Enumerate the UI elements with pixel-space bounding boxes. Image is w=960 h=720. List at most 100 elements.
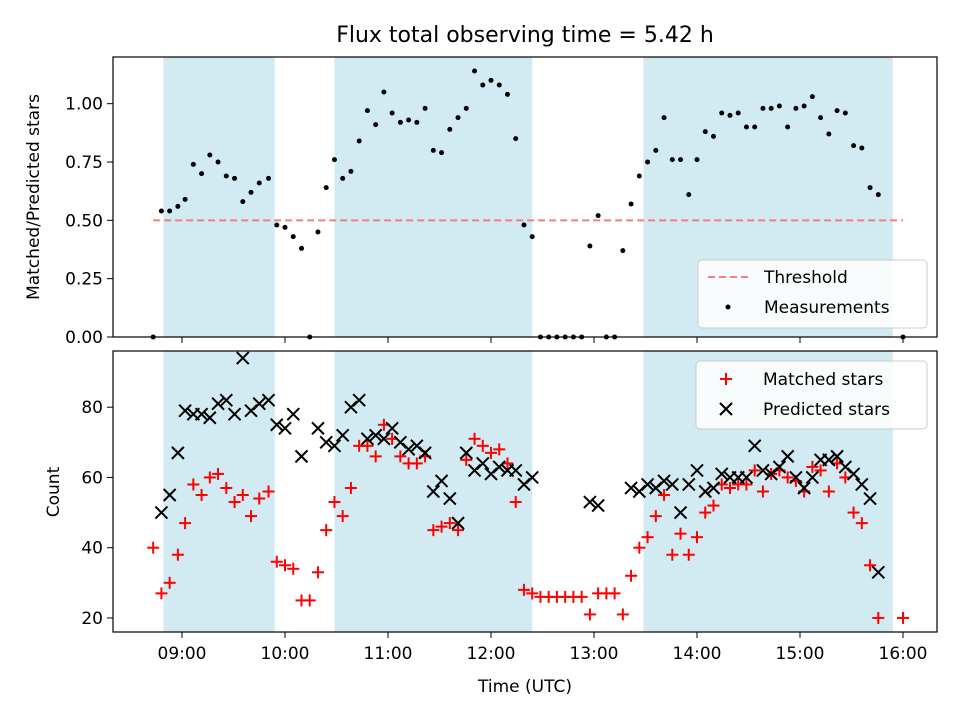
measurement-point bbox=[298, 245, 304, 251]
matched-star-point bbox=[220, 481, 233, 494]
measurement-point bbox=[851, 143, 857, 149]
predicted-star-point bbox=[583, 495, 597, 509]
predicted-star-point bbox=[377, 432, 391, 446]
matched-star-point bbox=[253, 492, 266, 505]
predicted-star-point bbox=[591, 498, 605, 513]
predicted-star-point bbox=[756, 463, 770, 478]
predicted-star-mark-b bbox=[286, 407, 300, 421]
predicted-star-mark-b bbox=[294, 449, 309, 464]
matched-star-point bbox=[155, 587, 168, 600]
measurement-point bbox=[266, 175, 272, 181]
matched-star-point bbox=[740, 478, 753, 491]
predicted-legend-label: Predicted stars bbox=[763, 400, 890, 420]
predicted-star-mark-b bbox=[739, 470, 754, 485]
predicted-star-mark-b bbox=[838, 460, 853, 474]
measurement-point bbox=[348, 168, 354, 174]
matched-star-point bbox=[485, 446, 498, 459]
predicted-star-mark-b bbox=[385, 421, 399, 435]
measurement-point bbox=[414, 119, 420, 125]
bottom-y-axis: 20 40 60 80 bbox=[81, 398, 113, 629]
matched-star-point bbox=[410, 457, 423, 470]
matched-star-point bbox=[814, 464, 827, 477]
measurements-series bbox=[150, 68, 906, 340]
measurement-point bbox=[480, 82, 486, 88]
x-tick-label: 09:00 bbox=[158, 644, 207, 664]
matched-stars-series bbox=[147, 418, 910, 624]
predicted-star-point bbox=[319, 435, 333, 450]
predicted-star-mark-b bbox=[772, 460, 787, 474]
measurement-point bbox=[274, 222, 280, 228]
measurement-point bbox=[373, 122, 379, 128]
predicted-star-mark-b bbox=[673, 505, 688, 520]
predicted-star-mark-b bbox=[426, 484, 441, 499]
predicted-star-point bbox=[698, 484, 712, 499]
x-tick-label: 15:00 bbox=[776, 644, 825, 664]
matched-star-point bbox=[394, 450, 407, 463]
measurement-point bbox=[207, 152, 213, 158]
predicted-star-point bbox=[855, 477, 869, 492]
measurement-point bbox=[521, 222, 527, 228]
predicted-star-mark-b bbox=[327, 439, 342, 453]
predicted-star-mark-b bbox=[434, 474, 449, 488]
measurement-point bbox=[620, 248, 626, 254]
measurement-point bbox=[282, 224, 288, 230]
chart-title: Flux total observing time = 5.42 h bbox=[336, 23, 714, 48]
matched-star-point bbox=[228, 496, 241, 509]
measurement-point bbox=[340, 175, 346, 181]
predicted-star-point bbox=[739, 470, 754, 485]
measurement-point bbox=[752, 124, 758, 130]
matched-star-point bbox=[212, 467, 225, 480]
predicted-star-mark-b bbox=[780, 449, 795, 464]
top-shaded-interval bbox=[163, 57, 275, 337]
measurement-point bbox=[447, 126, 453, 132]
measurement-point bbox=[587, 243, 593, 249]
measurement-point bbox=[356, 138, 362, 144]
x-tick-label: 14:00 bbox=[673, 644, 722, 664]
measurement-point bbox=[793, 105, 799, 111]
measurement-point bbox=[809, 94, 815, 100]
x-tick-label: 12:00 bbox=[467, 644, 516, 664]
top-y-tick-label: 0.25 bbox=[65, 270, 103, 290]
predicted-star-mark-b bbox=[219, 393, 234, 407]
predicted-star-point bbox=[311, 421, 325, 435]
predicted-star-point bbox=[219, 393, 234, 407]
predicted-star-point bbox=[863, 491, 877, 506]
measurement-point bbox=[381, 89, 387, 95]
measurement-point bbox=[595, 213, 601, 219]
measurement-point bbox=[256, 180, 262, 186]
matched-star-point bbox=[262, 485, 275, 498]
measurement-point bbox=[859, 145, 865, 151]
measurement-point bbox=[232, 175, 238, 181]
measurement-point bbox=[199, 171, 205, 177]
predicted-star-mark-b bbox=[178, 404, 192, 418]
measurement-point bbox=[463, 105, 469, 111]
measurements-legend-swatch bbox=[725, 304, 731, 310]
bottom-panel: 20 40 60 80 09:00 10:00 11:00 12:00 13:00 14:00 1… bbox=[44, 350, 938, 697]
predicted-star-point bbox=[640, 477, 655, 492]
predicted-star-mark-b bbox=[789, 470, 803, 485]
measurement-point bbox=[743, 124, 749, 130]
bottom-shaded-interval bbox=[163, 351, 275, 632]
predicted-star-point bbox=[706, 481, 721, 495]
predicted-star-point bbox=[162, 488, 177, 502]
measurement-point bbox=[801, 103, 807, 109]
bottom-y-tick-label: 40 bbox=[81, 539, 103, 559]
matched-star-point bbox=[822, 485, 835, 498]
matched-star-point bbox=[633, 541, 646, 554]
x-tick-label: 10:00 bbox=[261, 644, 310, 664]
predicted-star-point bbox=[178, 404, 192, 418]
predicted-star-mark-b bbox=[154, 505, 169, 520]
predicted-star-point bbox=[368, 428, 383, 443]
predicted-star-mark-b bbox=[706, 481, 721, 495]
predicted-star-point bbox=[261, 393, 276, 407]
measurement-point bbox=[248, 189, 254, 195]
matched-star-point bbox=[303, 594, 316, 607]
predicted-star-mark-b bbox=[311, 421, 325, 435]
predicted-star-point bbox=[327, 439, 342, 453]
predicted-star-mark-b bbox=[418, 446, 432, 460]
measurement-point bbox=[323, 185, 329, 191]
x-tick-label: 13:00 bbox=[570, 644, 619, 664]
measurement-point bbox=[215, 159, 221, 165]
measurement-point bbox=[513, 136, 519, 142]
matched-star-point bbox=[270, 555, 283, 568]
